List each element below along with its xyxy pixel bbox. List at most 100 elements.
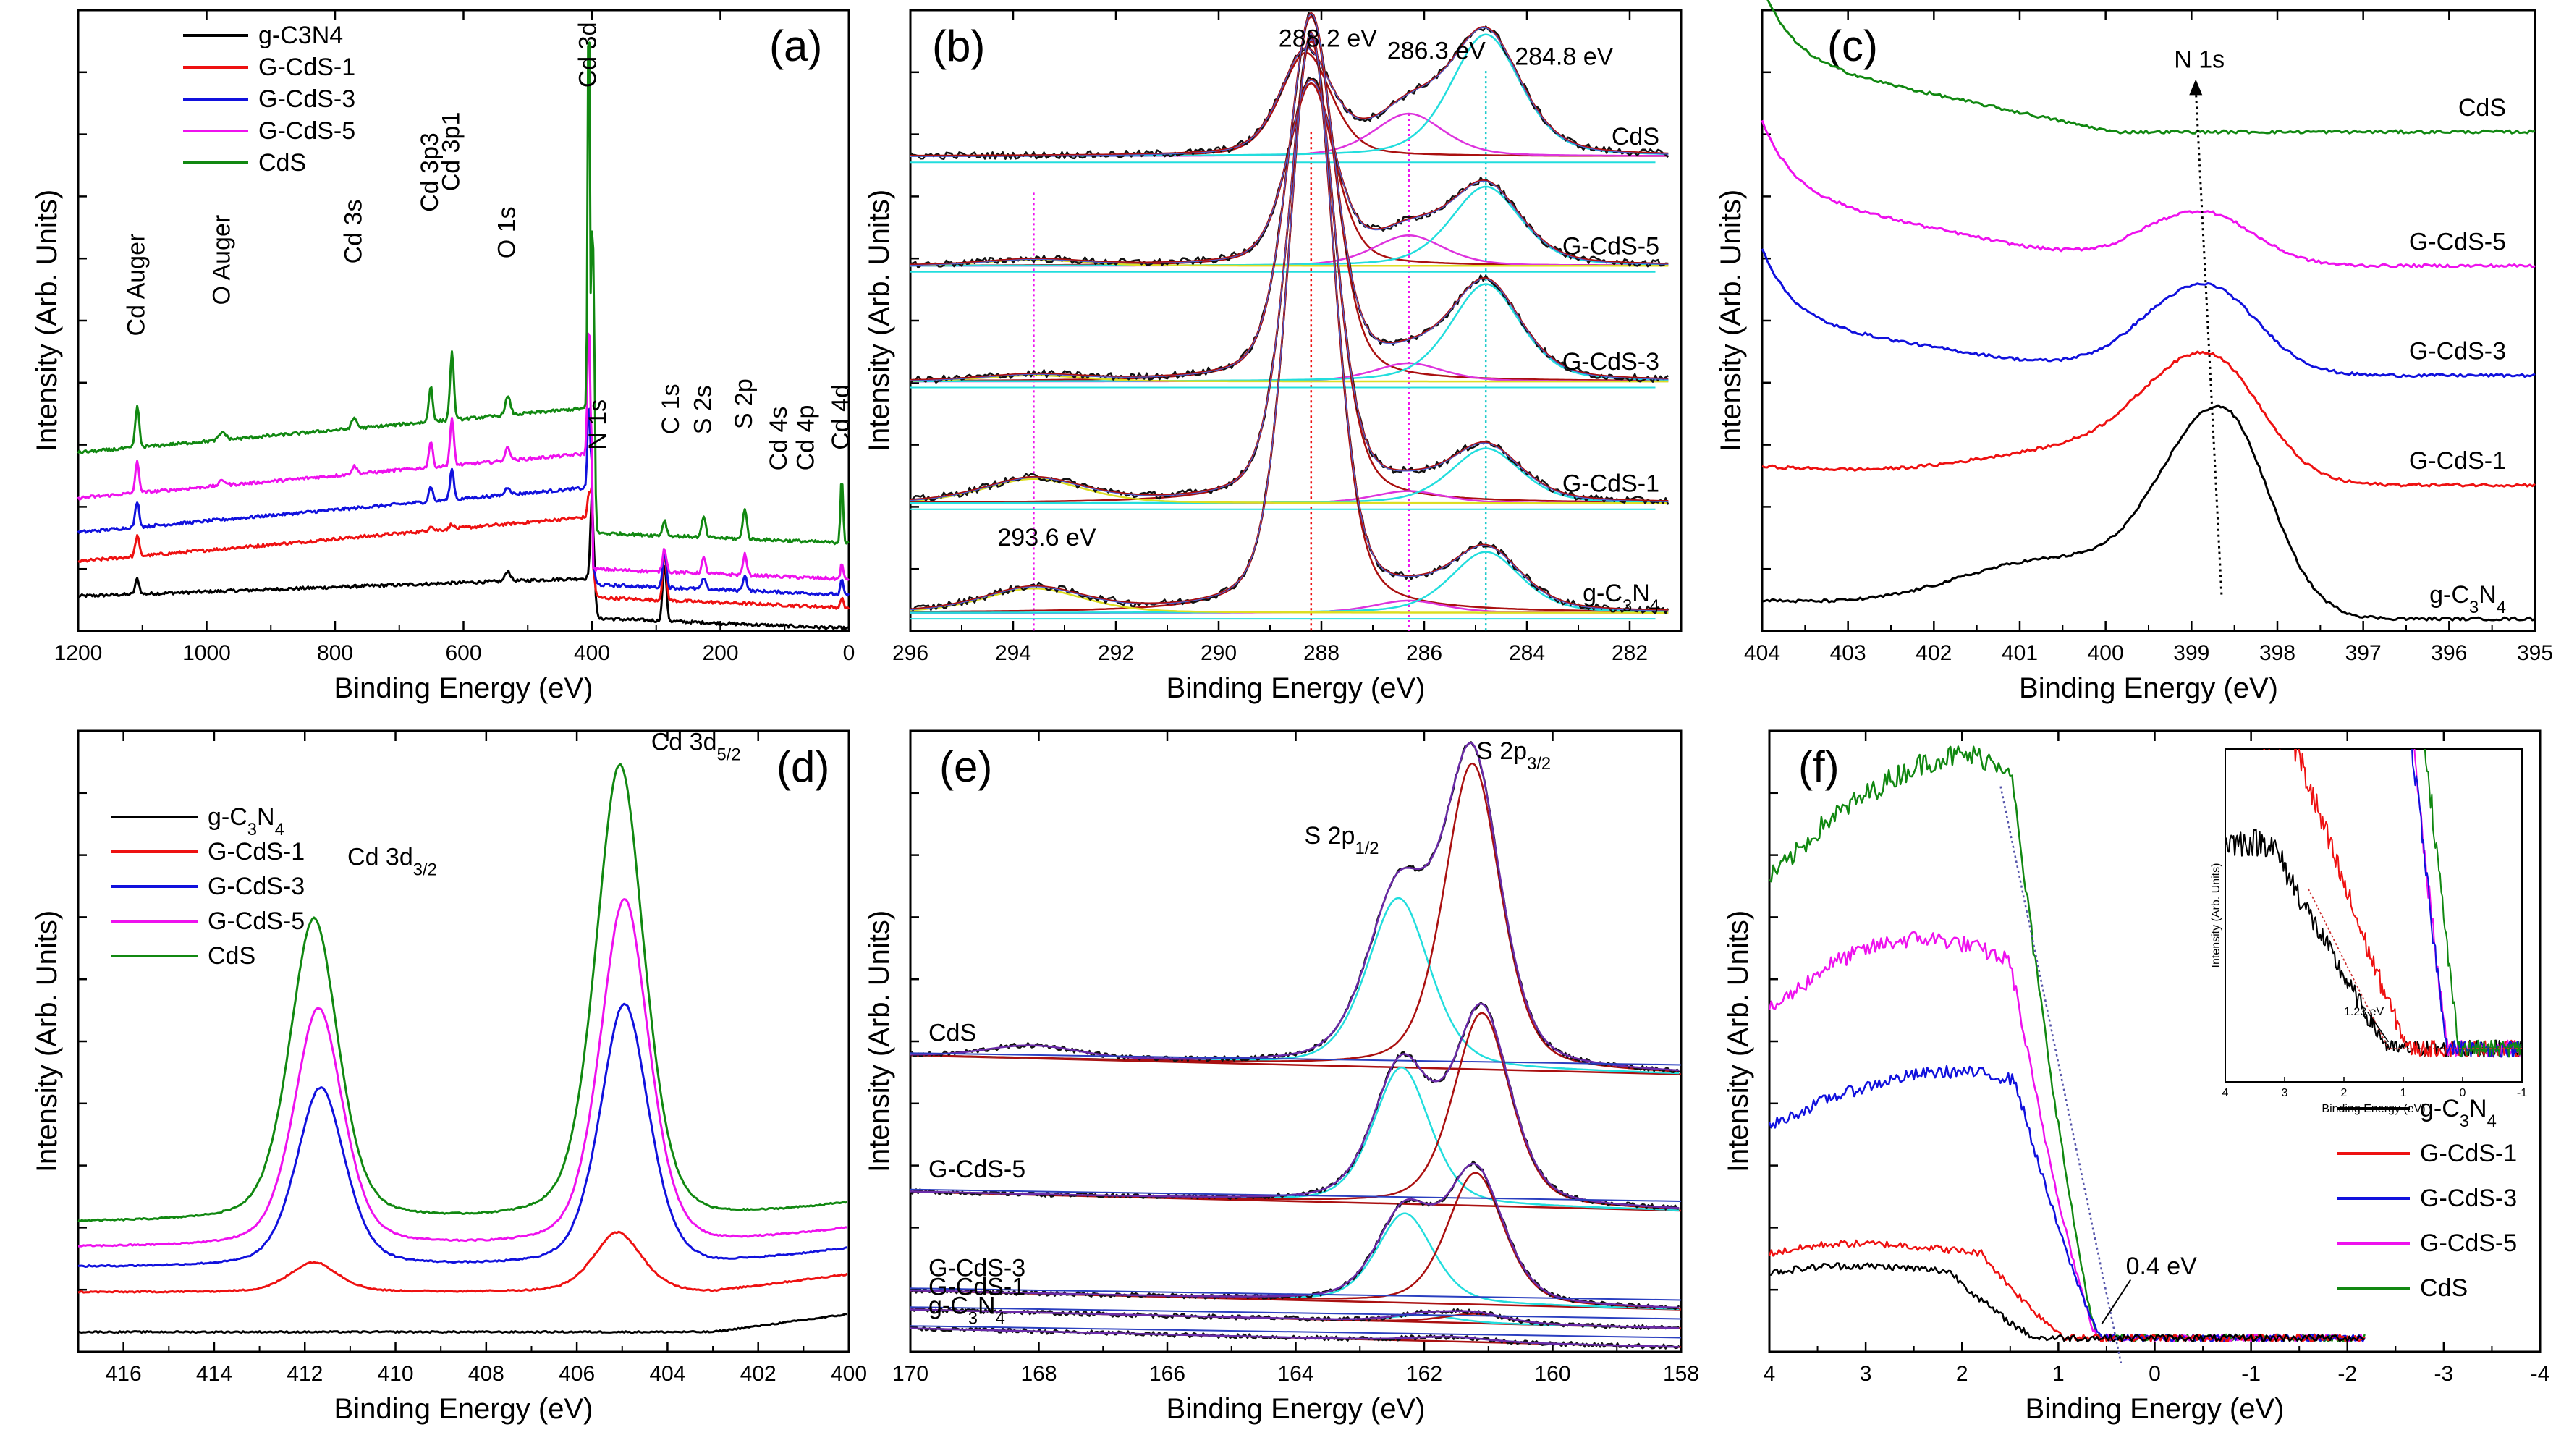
x-tick-label: 600: [445, 641, 481, 665]
legend-label: CdS: [2420, 1274, 2468, 1302]
peak-annotation: Cd 3s: [340, 200, 368, 264]
x-tick-label: 416: [106, 1362, 142, 1386]
peak-annotation: Cd 3d: [575, 22, 602, 88]
peak-annotation: O 1s: [494, 206, 521, 258]
x-tick-label: 1: [2052, 1362, 2065, 1386]
x-tick-label: 398: [2259, 641, 2295, 665]
x-tick-label: -4: [2531, 1362, 2550, 1386]
panel-label: (a): [769, 22, 822, 70]
subscript: 3: [1622, 596, 1632, 615]
inset-x-tick-label: 4: [2222, 1087, 2229, 1099]
fit-component: [910, 374, 1669, 383]
inset-x-tick-label: 1: [2400, 1087, 2407, 1099]
legend-label: CdS: [258, 149, 306, 177]
tangent-line: [1999, 786, 2123, 1363]
plot-area: [1769, 745, 2366, 1342]
series-label: g-C3N4: [2429, 581, 2506, 617]
subscript: 5/2: [716, 745, 740, 764]
x-tick-label: 0: [843, 641, 855, 665]
series-label: g-C3N4: [1583, 580, 1659, 616]
fit-envelope-blue: [910, 13, 1669, 381]
subscript: 4: [2487, 1112, 2497, 1131]
panel-d: 416 414 412 410 408 406 404 402 400 Binding Energ…: [31, 728, 867, 1425]
inset-x-tick-label: -1: [2517, 1087, 2527, 1099]
legend-label: G-CdS-3: [208, 873, 305, 900]
legend: g-C3N4 G-CdS-1 G-CdS-3 G-CdS-5 CdS: [183, 22, 355, 177]
peak-annotation: 293.6 eV: [997, 524, 1096, 551]
panel-label: (b): [932, 22, 985, 70]
fit-component: [910, 478, 1669, 504]
x-tick-label: 164: [1277, 1362, 1313, 1386]
x-tick-label: 401: [2002, 641, 2038, 665]
x-tick-label: 200: [702, 641, 738, 665]
fit-envelope-blue: [910, 27, 1669, 157]
x-tick-label: 1000: [182, 641, 231, 665]
series-line-G-CdS-3: [77, 407, 850, 597]
series-line-G-CdS-5: [77, 332, 850, 581]
series-label: G-CdS-3: [2409, 338, 2506, 365]
peak-annotation: Cd 3p3: [416, 132, 444, 212]
x-tick-label: 166: [1149, 1362, 1185, 1386]
x-tick-label: 282: [1612, 641, 1648, 665]
x-tick-label: 404: [1744, 641, 1780, 665]
x-tick-label: 414: [196, 1362, 232, 1386]
x-tick-label: 286: [1406, 641, 1442, 665]
legend-label: G-CdS-5: [2420, 1229, 2517, 1257]
x-tick-label: 406: [559, 1362, 595, 1386]
inset-x-tick-label: 3: [2282, 1087, 2288, 1099]
inset-x-tick-label: 2: [2341, 1087, 2348, 1099]
fit-component: [910, 283, 1669, 383]
x-tick-label: 1200: [54, 641, 103, 665]
series-label: G-CdS-3: [928, 1255, 1025, 1282]
x-tick-label: 292: [1098, 641, 1134, 665]
subscript: 3: [2469, 598, 2479, 617]
subscript: 3: [247, 820, 257, 839]
series-line-g-C3N4: [77, 1313, 847, 1334]
x-tick-label: 296: [892, 641, 928, 665]
x-axis-title: Binding Energy (eV): [2026, 1393, 2285, 1425]
legend-label: g-C3N4: [208, 803, 284, 839]
legend-label: G-CdS-1: [258, 54, 355, 81]
series-line-G-CdS-5: [78, 898, 847, 1248]
x-tick-label: 294: [995, 641, 1031, 665]
series-line-G-CdS-1: [910, 36, 1669, 505]
legend-label: G-CdS-5: [258, 117, 355, 145]
inset-arrow: [2367, 1011, 2390, 1043]
baseline-line: [910, 1188, 1682, 1202]
fit-envelope: [910, 1002, 1680, 1209]
x-tick-label: 396: [2431, 641, 2467, 665]
x-tick-label: -3: [2434, 1362, 2454, 1386]
x-tick-label: 397: [2345, 641, 2382, 665]
panel-c: 404 403 402 401 400 399 398 397 396 395 Binding En…: [1715, 0, 2553, 704]
peak-annotation: N 1s: [2174, 46, 2225, 73]
text-part: N: [978, 1292, 996, 1320]
x-tick-label: -1: [2241, 1362, 2261, 1386]
x-axis-title: Binding Energy (eV): [334, 1393, 593, 1425]
subscript: 3: [2460, 1112, 2469, 1131]
x-tick-label: -2: [2337, 1362, 2357, 1386]
baseline-line: [910, 1287, 1682, 1301]
x-tick-label: 170: [892, 1362, 928, 1386]
panel-label: (d): [776, 742, 829, 791]
x-tick-label: 158: [1663, 1362, 1699, 1386]
fit-component: [910, 1012, 1680, 1210]
peak-annotation: Cd 4p: [792, 405, 819, 471]
series-line-CdS: [77, 41, 850, 546]
baseline-line: [910, 1325, 1682, 1339]
inset-y-title: Intensity (Arb. Units): [2210, 863, 2222, 968]
subscript: 3: [968, 1308, 978, 1328]
shift-arrow: [2194, 89, 2223, 595]
fit-component: [910, 587, 1669, 614]
text-part: N: [257, 803, 275, 831]
peak-annotation: S 2p: [730, 378, 758, 429]
x-tick-label: 403: [1830, 641, 1866, 665]
legend-label: G-CdS-1: [2420, 1140, 2517, 1167]
x-tick-label: 168: [1020, 1362, 1057, 1386]
subscript: 1/2: [1355, 839, 1379, 858]
x-axis-title: Binding Energy (eV): [2019, 672, 2278, 704]
series-line-g-C3N4: [1761, 404, 2536, 622]
x-tick-label: 800: [317, 641, 353, 665]
fit-component: [910, 1066, 1680, 1211]
x-tick-label: 160: [1534, 1362, 1570, 1386]
